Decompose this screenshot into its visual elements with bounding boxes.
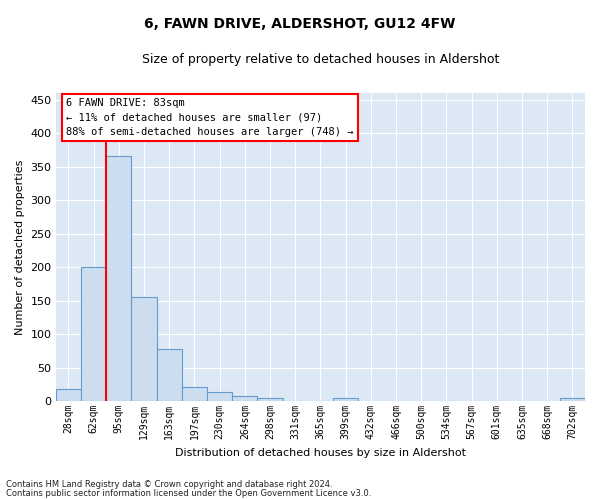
Bar [232,396,257,401]
Text: 6 FAWN DRIVE: 83sqm
← 11% of detached houses are smaller (97)
88% of semi-detach: 6 FAWN DRIVE: 83sqm ← 11% of detached ho… [67,98,354,138]
X-axis label: Distribution of detached houses by size in Aldershot: Distribution of detached houses by size … [175,448,466,458]
Bar [207,392,232,401]
Bar [333,398,358,401]
Bar [81,266,106,401]
Bar [560,398,585,401]
Text: Contains HM Land Registry data © Crown copyright and database right 2024.: Contains HM Land Registry data © Crown c… [6,480,332,489]
Bar [182,387,207,401]
Text: 6, FAWN DRIVE, ALDERSHOT, GU12 4FW: 6, FAWN DRIVE, ALDERSHOT, GU12 4FW [145,18,455,32]
Text: Contains public sector information licensed under the Open Government Licence v3: Contains public sector information licen… [6,489,371,498]
Bar [106,156,131,401]
Bar [131,298,157,401]
Bar [56,389,81,401]
Title: Size of property relative to detached houses in Aldershot: Size of property relative to detached ho… [142,52,499,66]
Bar [157,349,182,401]
Y-axis label: Number of detached properties: Number of detached properties [15,160,25,335]
Bar [257,398,283,401]
